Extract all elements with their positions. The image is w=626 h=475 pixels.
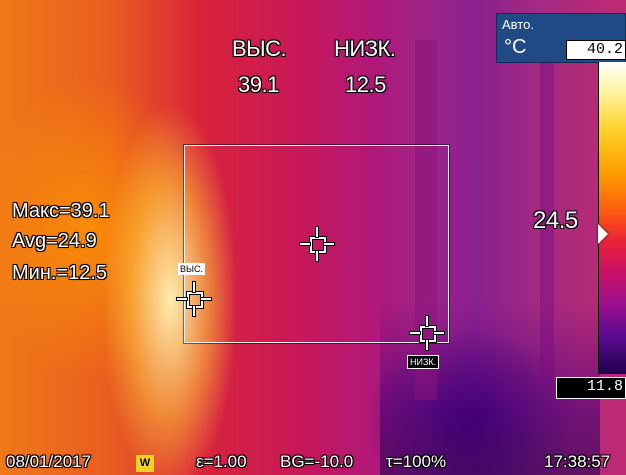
high-value: 39.1 xyxy=(238,72,279,97)
scene-door-frame xyxy=(415,40,437,400)
low-value: 12.5 xyxy=(345,72,386,97)
palette-max-value[interactable]: 40.2 xyxy=(566,40,626,60)
stat-min: Мин.=12.5 xyxy=(12,262,108,284)
caret-right-icon[interactable] xyxy=(598,224,608,244)
range-mode-label: Авто. xyxy=(502,17,534,32)
status-time: 17:38:57 xyxy=(544,452,611,471)
crosshair-high-icon[interactable] xyxy=(177,282,211,316)
high-marker-tag: ВЫС. xyxy=(178,263,205,275)
status-transmission[interactable]: τ=100% xyxy=(386,452,447,471)
status-date: 08/01/2017 xyxy=(6,452,92,471)
stat-max: Макс=39.1 xyxy=(12,200,110,222)
scene-wall-edge xyxy=(540,60,554,390)
palette-min-value[interactable]: 11.8 xyxy=(556,377,626,399)
unit-label: °C xyxy=(504,36,527,58)
low-label: НИЗК. xyxy=(334,36,396,61)
status-background[interactable]: BG=-10.0 xyxy=(280,452,354,471)
crosshair-low-icon[interactable] xyxy=(410,316,444,350)
status-emissivity[interactable]: ε=1.00 xyxy=(196,452,247,471)
crosshair-center-icon[interactable] xyxy=(300,227,334,261)
center-temperature: 24.5 xyxy=(533,207,578,234)
stat-avg: Avg=24.9 xyxy=(12,230,97,252)
white-balance-badge[interactable]: W xyxy=(136,455,154,472)
color-palette-bar xyxy=(598,62,626,374)
measurement-box[interactable] xyxy=(184,145,449,343)
high-label: ВЫС. xyxy=(232,36,287,61)
low-marker-tag: НИЗК. xyxy=(407,355,440,369)
